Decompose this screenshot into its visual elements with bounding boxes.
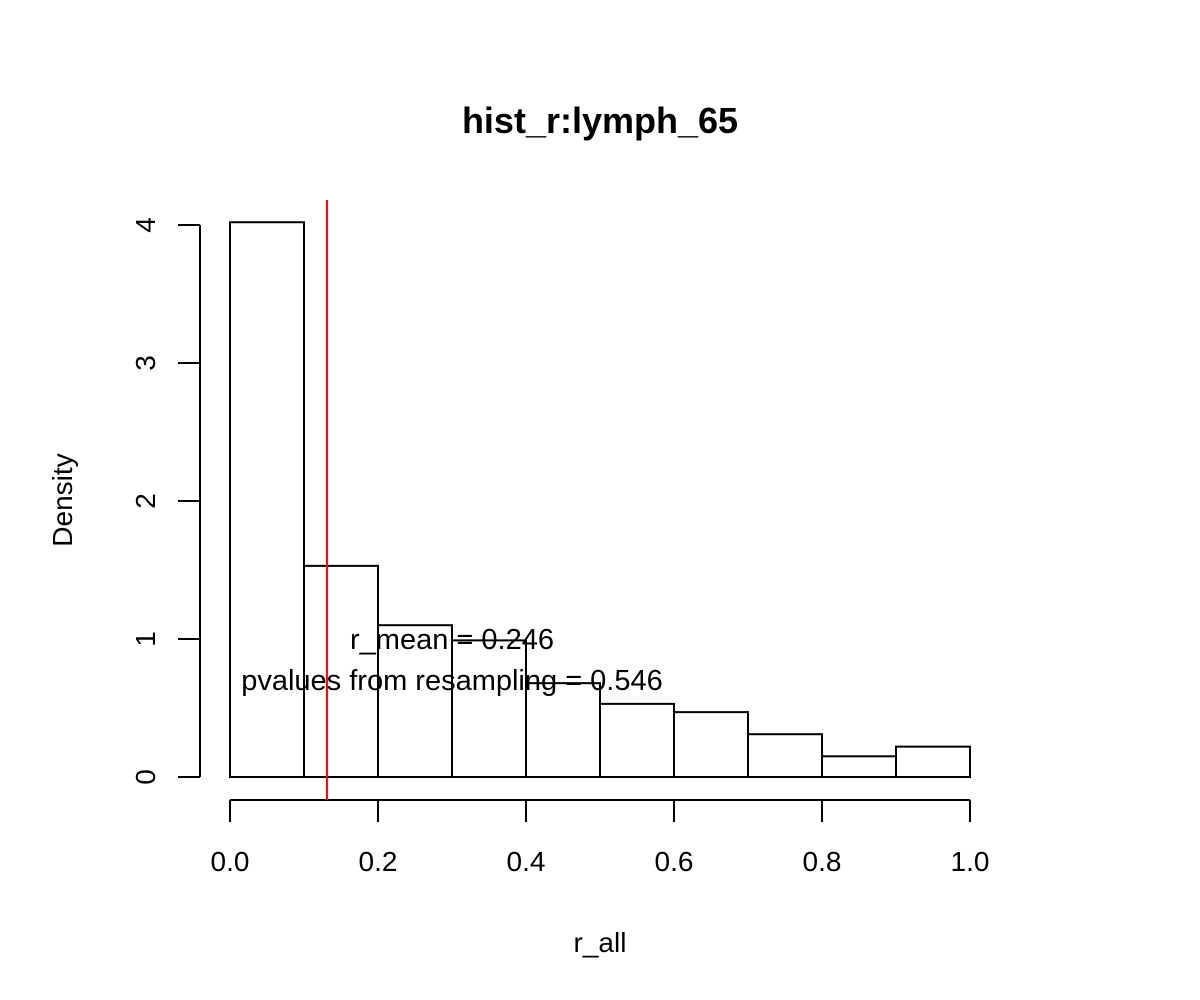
x-tick-label-0: 0.0 (211, 846, 250, 877)
histogram-bar-8 (821, 755, 897, 778)
x-axis-label: r_all (574, 927, 627, 958)
x-tick-label-2: 0.4 (507, 846, 546, 877)
y-tick-label-0: 0 (130, 769, 161, 785)
x-tick-label-3: 0.6 (655, 846, 694, 877)
histogram-bar-2 (377, 624, 453, 779)
histogram-bar-1 (303, 564, 379, 778)
histogram-bar-3 (451, 639, 527, 778)
y-tick-label-1: 1 (130, 631, 161, 647)
y-axis: 0 1 2 3 4 (130, 217, 201, 785)
x-axis: 0.0 0.2 0.4 0.6 0.8 1.0 (211, 799, 990, 877)
bars-group (229, 221, 971, 779)
x-tick-label-5: 1.0 (951, 846, 990, 877)
annotation-r-mean: r_mean = 0.246 (350, 624, 554, 656)
annotation-pvalue: pvalues from resampling = 0.546 (241, 665, 663, 697)
histogram-bar-6 (673, 711, 749, 779)
histogram-bar-4 (525, 682, 601, 778)
histogram-bar-5 (599, 702, 675, 778)
x-tick-label-4: 0.8 (803, 846, 842, 877)
x-tick-label-1: 0.2 (359, 846, 398, 877)
y-tick-label-3: 3 (130, 355, 161, 371)
histogram-bar-9 (895, 745, 971, 779)
chart-title: hist_r:lymph_65 (462, 100, 738, 141)
histogram-bar-7 (747, 733, 823, 778)
histogram-bar-0 (229, 221, 305, 779)
y-tick-label-4: 4 (130, 217, 161, 233)
y-axis-label: Density (47, 453, 78, 546)
y-tick-label-2: 2 (130, 493, 161, 509)
